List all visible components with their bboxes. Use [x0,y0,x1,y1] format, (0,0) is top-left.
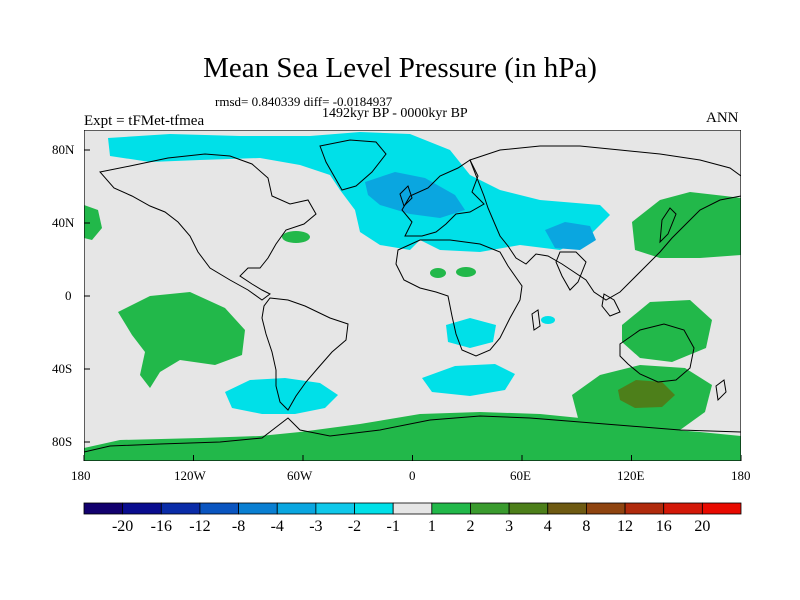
x-tick-label: 180 [731,468,751,483]
colorbar-label: -4 [270,518,284,535]
stats-line: rmsd= 0.840339 diff= -0.0184937 [215,94,393,109]
experiment-label: Expt = tFMet-tfmea [84,113,205,129]
y-tick-label: 80S [52,434,73,449]
coastline-greenland [319,139,387,191]
colorbar-swatch [392,502,433,515]
y-tick-label: 0 [65,288,72,303]
coastline-europe [401,159,485,237]
colorbar-label: 16 [655,518,672,535]
colorbar-swatch [431,502,471,515]
anomaly-region-south-atlantic-low [225,378,338,414]
colorbar-swatch [160,502,201,515]
colorbar-label: -2 [347,518,362,535]
colorbar-label: 12 [617,518,634,535]
anomaly-region-west-edge-high [84,205,102,240]
anomaly-region-south-pacific-high [118,292,245,388]
y-tick-label: 40N [52,215,75,230]
colorbar-label: -16 [150,518,172,535]
anomaly-region-north-pacific-high [632,192,741,258]
colorbar-label: 4 [543,518,552,535]
x-tick-label: 0 [409,468,416,483]
x-tick-label: 60W [287,468,313,483]
coastline-madagascar [531,309,541,331]
colorbar-label: 1 [427,518,436,535]
colorbar-swatch [83,502,124,515]
anomaly-region-madagascar-low [541,316,555,324]
colorbar-swatch [663,502,703,515]
colorbar-label: 2 [466,518,475,535]
colorbar-label: -3 [309,518,323,535]
anomaly-region-africa-high-west [430,268,446,278]
season-label: ANN [706,110,739,126]
coastline-australia [619,323,695,383]
anomaly-region-central-asia-low [545,222,596,250]
colorbar-swatch [276,502,317,515]
coastline-uk [399,185,413,207]
anomaly-region-antarctic-high [84,412,741,461]
anomaly-region-southern-ocean-high-core [618,380,675,408]
colorbar-label: -12 [189,518,211,535]
colorbar-label: -20 [111,518,134,535]
x-tick-label: 180 [71,468,91,483]
y-tick-label: 40S [52,361,73,376]
colorbar-swatch [470,502,510,515]
anomaly-region-north-atlantic [108,132,610,252]
anomaly-region-africa-high-east [456,267,476,277]
period-label: 1492kyr BP - 0000kyr BP [322,106,468,121]
colorbar-swatch [624,502,665,515]
axis-ticks [83,149,742,461]
map-title: Mean Sea Level Pressure (in hPa) [203,52,597,84]
coastline-asia [469,145,741,301]
y-tick-label: 80N [52,142,75,157]
colorbar-swatch [547,502,587,515]
coastline-south-america [261,297,349,411]
colorbar-label: 8 [582,518,591,535]
colorbar-swatch [199,502,239,515]
x-tick-label: 60E [510,468,531,483]
colorbar-swatch [122,502,162,515]
anomaly-region-pacific-tongue [160,138,230,158]
colorbar-swatch [508,502,549,515]
coastline-antarctica [84,415,741,453]
colorbar [83,502,742,515]
x-tick-label: 120E [617,468,645,483]
coastline-africa [395,239,523,357]
coastlines [84,139,741,453]
colorbar-label: 20 [694,518,711,535]
coastline-new-zealand [715,379,727,402]
coastline-japan [659,207,677,244]
coastline-india [555,251,587,291]
colorbar-swatch [315,502,355,515]
colorbar-label: 3 [505,518,514,535]
anomaly-region-indian-ocean-high [622,300,712,362]
colorbar-swatch [354,502,394,515]
anomaly-region-atlantic-small-high [282,231,310,243]
map-plot-area [84,130,741,461]
anomaly-region-north-atlantic-core [365,172,465,218]
colorbar-swatch [586,502,626,515]
coastline-north-america [99,153,317,301]
x-tick-label: 120W [174,468,206,483]
colorbar-label: -1 [386,518,400,535]
coastline-southeast-asia [601,293,621,317]
colorbar-swatch [238,502,278,515]
anomaly-region-southern-ocean-low [422,364,515,396]
colorbar-swatch [701,502,742,515]
colorbar-label: -8 [231,518,246,535]
